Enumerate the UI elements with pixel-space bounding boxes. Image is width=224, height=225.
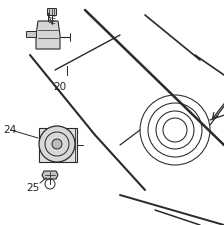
Circle shape	[52, 139, 62, 149]
Text: 20: 20	[54, 82, 67, 92]
Text: 24: 24	[3, 125, 16, 135]
Polygon shape	[42, 171, 58, 179]
Circle shape	[39, 126, 75, 162]
Polygon shape	[26, 31, 36, 37]
Polygon shape	[36, 21, 60, 49]
Text: 25: 25	[26, 183, 39, 193]
Polygon shape	[39, 128, 77, 162]
FancyBboxPatch shape	[47, 9, 56, 16]
